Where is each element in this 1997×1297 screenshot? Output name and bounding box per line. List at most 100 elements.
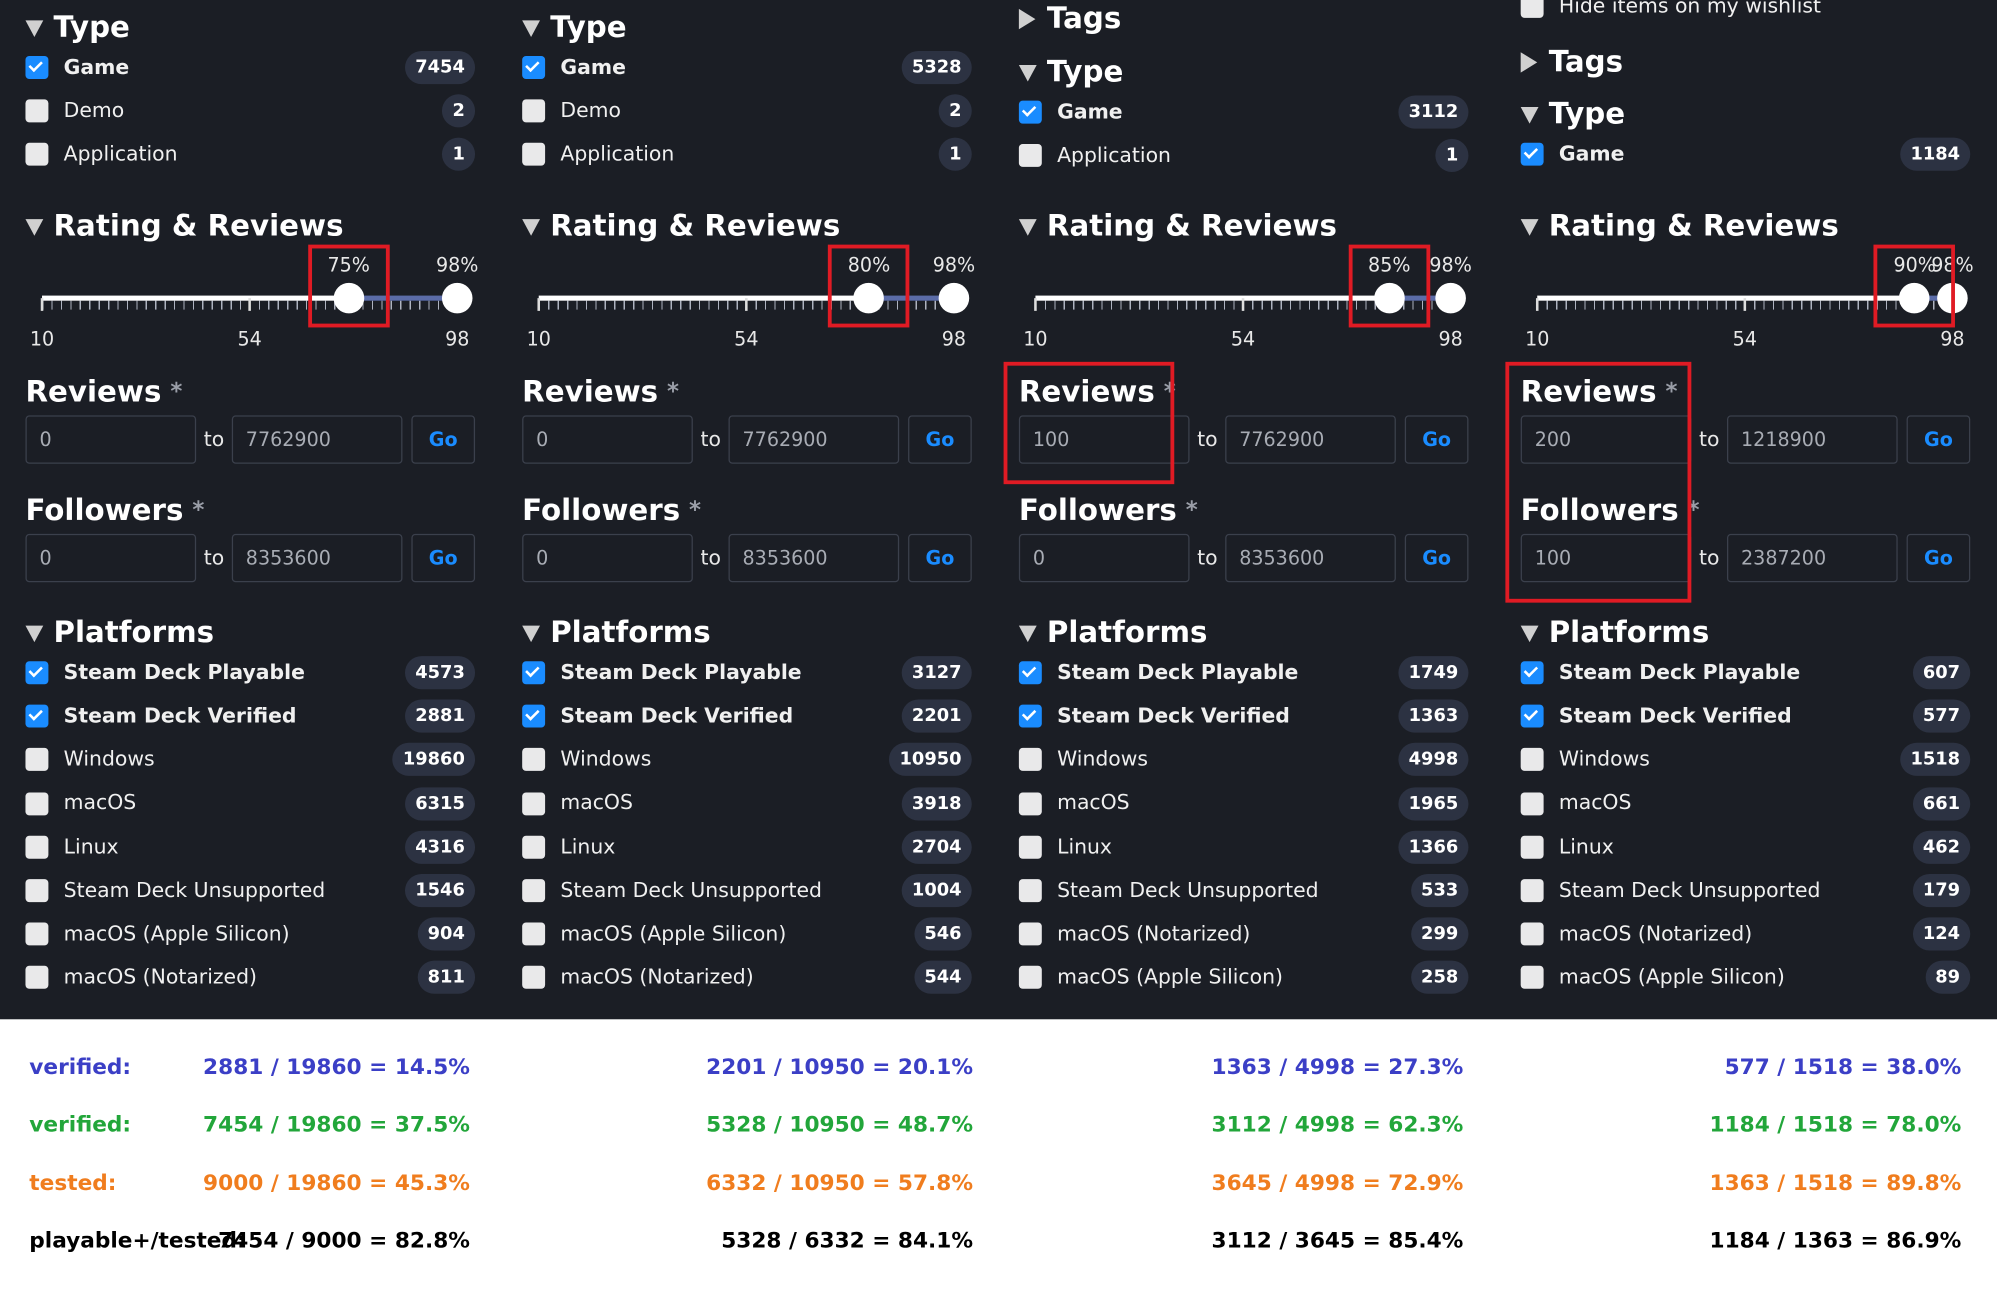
checkbox[interactable] bbox=[1520, 142, 1544, 166]
checkbox[interactable] bbox=[522, 661, 546, 685]
checkbox[interactable] bbox=[1018, 143, 1042, 167]
filter-option: macOS (Notarized) bbox=[560, 964, 754, 989]
filter-sidebar bbox=[0, 0, 1997, 1020]
checkbox[interactable] bbox=[522, 835, 546, 859]
highlight-box bbox=[1348, 244, 1431, 328]
stat-value: 2201 / 10950 = 20.1% bbox=[706, 1055, 974, 1081]
checkbox[interactable] bbox=[1018, 879, 1042, 903]
stat-label: verified: bbox=[29, 1112, 132, 1139]
checkbox[interactable] bbox=[522, 99, 546, 123]
min-input[interactable]: 100 bbox=[1520, 533, 1692, 583]
section-title: Rating & Reviews bbox=[53, 210, 344, 244]
checkbox[interactable] bbox=[522, 704, 546, 728]
checkbox[interactable] bbox=[1018, 100, 1042, 124]
min-input[interactable]: 0 bbox=[25, 533, 197, 583]
checkbox[interactable] bbox=[1520, 835, 1544, 859]
stat-value: 1184 / 1518 = 78.0% bbox=[1709, 1112, 1962, 1139]
collapsed-icon bbox=[1520, 52, 1538, 73]
slider-thumb[interactable] bbox=[1435, 282, 1466, 314]
go-button[interactable]: Go bbox=[411, 415, 476, 464]
checkbox[interactable] bbox=[1018, 661, 1042, 685]
checkbox[interactable] bbox=[1018, 704, 1042, 728]
slider-thumb[interactable] bbox=[441, 282, 473, 314]
max-input[interactable]: 7762900 bbox=[728, 415, 900, 464]
checkbox[interactable] bbox=[1018, 748, 1042, 772]
filter-option: Steam Deck Playable bbox=[1057, 659, 1299, 684]
expanded-icon bbox=[1520, 219, 1539, 236]
count-badge: 2881 bbox=[405, 699, 476, 733]
go-button[interactable]: Go bbox=[1404, 533, 1469, 583]
slider-tick-label: 54 bbox=[734, 326, 759, 350]
min-input[interactable]: 0 bbox=[1018, 533, 1190, 583]
checkbox[interactable] bbox=[1018, 922, 1042, 946]
checkbox[interactable] bbox=[25, 142, 49, 166]
checkbox[interactable] bbox=[25, 748, 49, 772]
checkbox[interactable] bbox=[25, 835, 49, 859]
count-badge: 2201 bbox=[901, 699, 972, 733]
min-input[interactable]: 100 bbox=[1018, 415, 1190, 464]
filter-option: macOS bbox=[1057, 790, 1130, 815]
checkbox[interactable] bbox=[25, 99, 49, 123]
max-input[interactable]: 8353600 bbox=[231, 533, 403, 583]
checkbox[interactable] bbox=[522, 748, 546, 772]
checkbox[interactable] bbox=[1520, 0, 1544, 18]
max-input[interactable]: 1218900 bbox=[1727, 415, 1898, 464]
checkbox[interactable] bbox=[1520, 661, 1544, 685]
checkbox[interactable] bbox=[522, 142, 546, 166]
expanded-icon bbox=[522, 219, 541, 236]
slider-thumb[interactable] bbox=[938, 282, 970, 314]
checkbox[interactable] bbox=[1520, 791, 1544, 815]
slider-thumb[interactable] bbox=[1899, 282, 1930, 314]
checkbox[interactable] bbox=[522, 879, 546, 903]
checkbox[interactable] bbox=[1520, 879, 1544, 903]
count-badge: 1518 bbox=[1900, 743, 1971, 777]
min-input[interactable]: 0 bbox=[25, 415, 197, 464]
checkbox[interactable] bbox=[25, 704, 49, 728]
highlight-box bbox=[307, 244, 390, 328]
checkbox[interactable] bbox=[25, 966, 49, 990]
max-input[interactable]: 7762900 bbox=[231, 415, 403, 464]
max-input[interactable]: 8353600 bbox=[1225, 533, 1396, 583]
count-badge: 179 bbox=[1912, 874, 1971, 908]
range-separator: to bbox=[1698, 545, 1720, 570]
min-input[interactable]: 0 bbox=[522, 533, 693, 583]
checkbox[interactable] bbox=[1520, 922, 1544, 946]
go-button[interactable]: Go bbox=[1906, 533, 1971, 583]
min-input[interactable]: 200 bbox=[1520, 415, 1692, 464]
min-input[interactable]: 0 bbox=[522, 415, 693, 464]
max-input[interactable]: 7762900 bbox=[1225, 415, 1396, 464]
go-button[interactable]: Go bbox=[1906, 415, 1971, 464]
filter-option: Linux bbox=[1558, 834, 1614, 859]
slider-thumb[interactable] bbox=[333, 282, 364, 314]
checkbox[interactable] bbox=[522, 791, 546, 815]
slider-tick-label: 10 bbox=[1023, 326, 1048, 350]
checkbox[interactable] bbox=[522, 56, 546, 79]
max-input[interactable]: 8353600 bbox=[728, 533, 900, 583]
checkbox[interactable] bbox=[522, 966, 546, 990]
go-button[interactable]: Go bbox=[908, 533, 972, 583]
checkbox[interactable] bbox=[25, 56, 49, 79]
checkbox[interactable] bbox=[1018, 966, 1042, 990]
checkbox[interactable] bbox=[25, 661, 49, 685]
checkbox[interactable] bbox=[1018, 791, 1042, 815]
go-button[interactable]: Go bbox=[411, 533, 476, 583]
checkbox[interactable] bbox=[522, 922, 546, 946]
go-button[interactable]: Go bbox=[1404, 415, 1469, 464]
checkbox[interactable] bbox=[1520, 748, 1544, 772]
stat-label: playable+/tested: bbox=[29, 1228, 246, 1254]
checkbox[interactable] bbox=[25, 879, 49, 903]
checkbox[interactable] bbox=[1520, 704, 1544, 728]
checkbox[interactable] bbox=[25, 922, 49, 946]
checkbox[interactable] bbox=[1018, 835, 1042, 859]
checkbox[interactable] bbox=[1520, 966, 1544, 990]
checkmark bbox=[1021, 662, 1037, 678]
go-button[interactable]: Go bbox=[908, 415, 972, 464]
required-mark: * bbox=[170, 378, 183, 406]
max-input[interactable]: 2387200 bbox=[1727, 533, 1898, 583]
count-badge: 1 bbox=[1435, 138, 1469, 173]
slider-thumb[interactable] bbox=[1373, 282, 1405, 314]
count-badge: 4573 bbox=[405, 656, 476, 690]
stat-value: 7454 / 9000 = 82.8% bbox=[218, 1228, 470, 1254]
slider-thumb[interactable] bbox=[853, 282, 885, 314]
checkbox[interactable] bbox=[25, 791, 49, 815]
